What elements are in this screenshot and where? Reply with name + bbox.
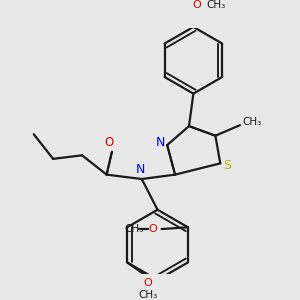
Text: S: S bbox=[223, 160, 231, 172]
Text: CH₃: CH₃ bbox=[139, 290, 158, 300]
Text: N: N bbox=[136, 163, 146, 176]
Text: O: O bbox=[148, 224, 157, 234]
Text: O: O bbox=[144, 278, 153, 288]
Text: O: O bbox=[105, 136, 114, 149]
Text: N: N bbox=[155, 136, 165, 149]
Text: CH₃: CH₃ bbox=[207, 0, 226, 10]
Text: O: O bbox=[193, 0, 201, 10]
Text: CH₃: CH₃ bbox=[243, 117, 262, 127]
Text: CH₃: CH₃ bbox=[124, 224, 143, 234]
